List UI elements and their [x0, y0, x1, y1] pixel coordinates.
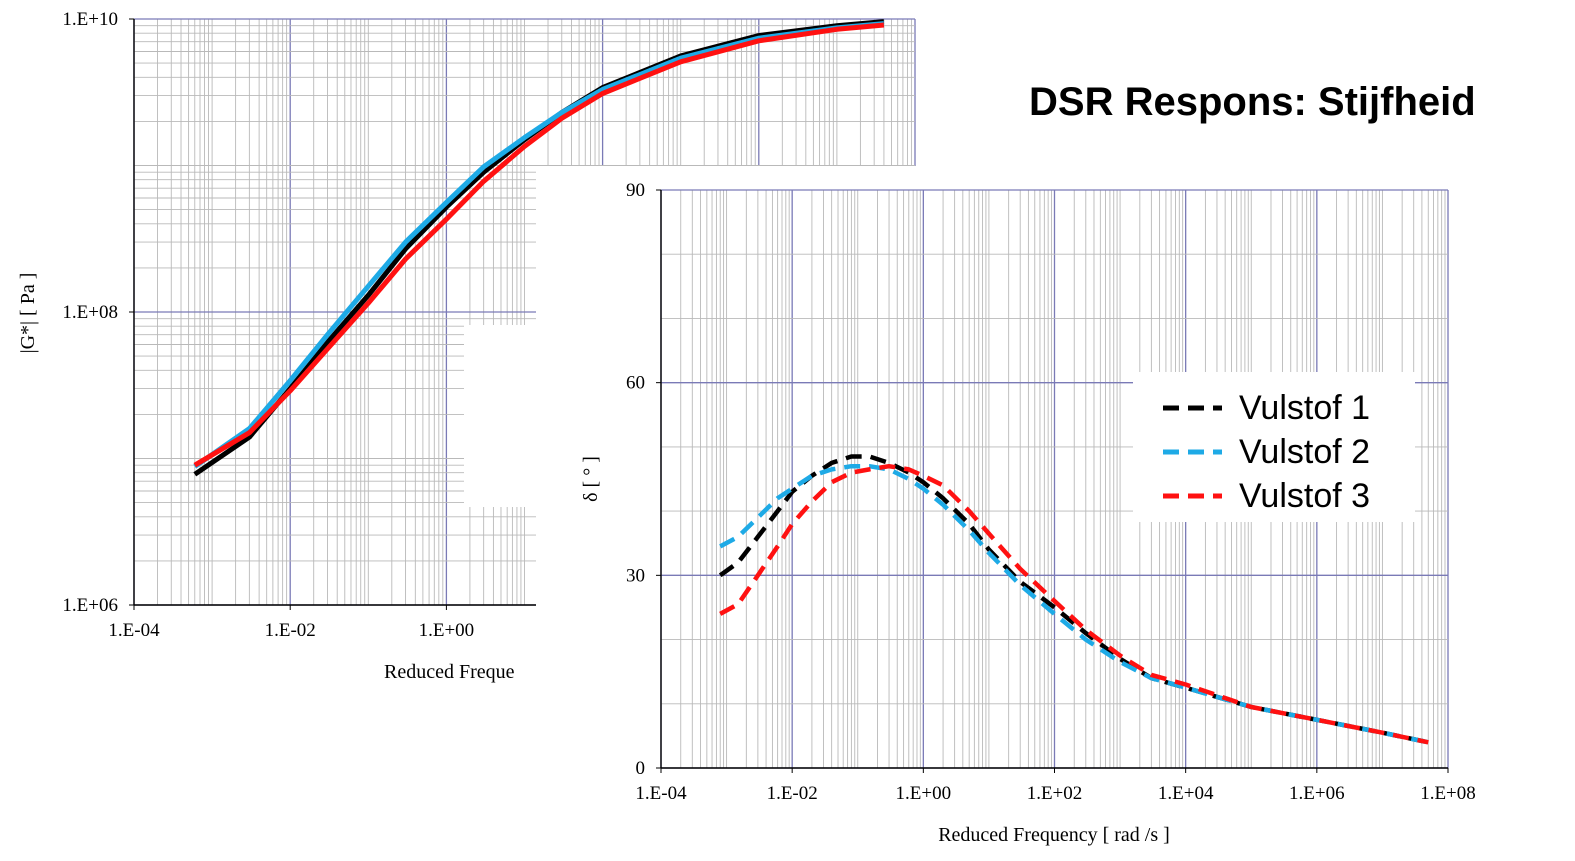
y-tick-label: 90	[626, 180, 645, 201]
y-tick-label: 1.E+06	[62, 595, 118, 616]
series-line-1	[718, 454, 1429, 745]
x-tick-label: 1.E-02	[265, 620, 316, 641]
y-tick-label: 0	[636, 758, 646, 779]
series-group	[193, 19, 885, 477]
y-tick-label: 1.E+08	[62, 302, 118, 323]
y-tick-label: 60	[626, 373, 645, 394]
legend-label: Vulstof 1	[1239, 389, 1370, 427]
series-group	[718, 454, 1429, 745]
x-axis-title: Reduced Frequency [ rad /s ]	[938, 824, 1170, 846]
x-tick-label: 1.E+08	[1420, 783, 1476, 804]
x-tick-label: 1.E+06	[1289, 783, 1345, 804]
x-tick-label: 1.E-04	[108, 620, 160, 641]
x-tick-label: 1.E+04	[1158, 783, 1214, 804]
legend-label: Vulstof 3	[1239, 477, 1370, 515]
x-tick-label: 1.E+02	[1027, 783, 1083, 804]
y-axis-title: δ [ ° ]	[580, 456, 602, 502]
overlay-block	[464, 325, 544, 507]
x-axis-title: Reduced Freque	[384, 661, 515, 683]
legend: Vulstof 1 Vulstof 2 Vulstof 3	[1133, 372, 1415, 522]
legend-label: Vulstof 2	[1239, 433, 1370, 471]
legend-box	[1133, 372, 1415, 522]
series-line-2	[193, 21, 885, 469]
x-tick-label: 1.E+00	[419, 620, 475, 641]
x-tick-label: 1.E-02	[767, 783, 818, 804]
x-tick-label: 1.E-04	[635, 783, 687, 804]
series-line-2	[719, 463, 1429, 745]
y-tick-label: 1.E+10	[62, 9, 118, 30]
phase-angle-chart: 1.E-04 1.E-02 1.E+00 1.E+02 1.E+04 1.E+06 1.E+…	[464, 166, 1575, 856]
series-line-3	[719, 463, 1429, 745]
x-tick-label: 1.E+00	[896, 783, 952, 804]
slide-title: DSR Respons: Stijfheid	[1029, 80, 1476, 124]
y-tick-label: 30	[626, 565, 645, 586]
series-line-3	[193, 22, 885, 468]
y-axis-title: |G*| [ Pa ]	[17, 273, 39, 354]
